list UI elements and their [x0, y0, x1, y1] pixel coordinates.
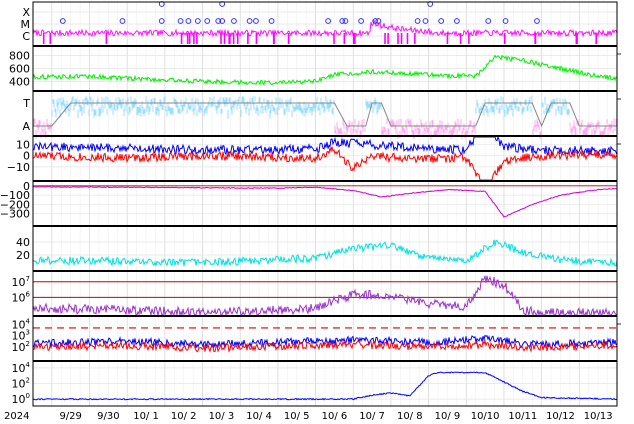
panel-xray-flare-class: XMC	[21, 1, 618, 47]
y-tick-label: −200	[0, 198, 30, 211]
series-line	[32, 338, 618, 353]
x-tick-label: 10/ 9	[435, 411, 461, 422]
y-tick-label: 0	[23, 180, 30, 193]
series-line	[32, 135, 618, 157]
y-tick-label: A	[22, 120, 30, 133]
series-line	[32, 371, 618, 401]
y-tick-label: −100	[0, 189, 30, 202]
x-tick-label: 10/ 5	[284, 411, 310, 422]
m-flare-marker	[502, 18, 509, 24]
x-tick-label: 10/ 7	[359, 411, 385, 422]
m-flare-marker	[158, 18, 165, 24]
m-flare-marker	[358, 18, 365, 24]
y-tick-label: 600	[9, 63, 30, 76]
series-line	[32, 146, 618, 181]
x-tick-label: 10/10	[471, 411, 500, 422]
m-flare-marker	[59, 18, 66, 24]
m-flare-marker	[119, 18, 126, 24]
y-tick-label: −300	[0, 208, 30, 221]
m-flare-marker	[534, 18, 540, 24]
y-tick-label: 107	[12, 275, 30, 289]
y-tick-label: 104	[12, 318, 31, 332]
m-flare-marker	[453, 18, 460, 24]
x-tick-label: 10/ 8	[397, 411, 423, 422]
grid	[51, 2, 608, 406]
y-tick-label: −10	[7, 161, 30, 174]
m-flare-marker	[194, 18, 201, 24]
m-flare-marker	[422, 18, 429, 24]
m-flare-marker	[325, 18, 332, 24]
x-tick-label: 10/ 1	[133, 411, 159, 422]
m-flare-marker	[438, 18, 445, 24]
y-tick-label: X	[22, 6, 30, 19]
y-tick-label: 10	[16, 139, 30, 152]
xray-flux-line	[32, 19, 618, 38]
series-line	[32, 185, 618, 218]
y-tick-label: 20	[16, 249, 30, 262]
x-tick-label: 10/12	[546, 411, 575, 422]
m-flare-marker	[215, 18, 222, 24]
y-tick-label: C	[22, 30, 30, 43]
x-axis: 2024 9/29 9/30 10/ 1 10/ 2 10/ 3 10/ 4 10/ 5 10/…	[4, 411, 613, 422]
m-flare-marker	[342, 18, 349, 24]
x-tick-label: 10/13	[584, 411, 613, 422]
m-flare-marker	[372, 18, 379, 24]
m-flare-marker	[414, 18, 421, 24]
x-tick-label: 10/ 3	[209, 411, 235, 422]
x-tick-label: 10/ 2	[171, 411, 197, 422]
m-flare-marker	[339, 18, 346, 24]
m-flare-marker	[219, 18, 226, 24]
m-flare-marker	[246, 18, 253, 24]
toward-sector-data	[51, 96, 570, 119]
x-tick-label: 10/ 4	[246, 411, 272, 422]
x-tick-label: 9/29	[59, 411, 81, 422]
y-tick-label: M	[21, 18, 31, 31]
m-flare-marker	[231, 18, 237, 24]
series-line	[32, 275, 618, 317]
series-line	[32, 239, 618, 268]
panel-dst-index: 0−100−200−300	[0, 180, 618, 227]
m-flare-marker	[268, 18, 275, 24]
y-tick-label: 102	[12, 340, 30, 354]
y-tick-label: 106	[12, 290, 31, 304]
y-tick-label: T	[22, 97, 30, 110]
y-tick-label: 104	[12, 361, 31, 375]
y-tick-label: 102	[12, 377, 30, 391]
y-tick-label: 800	[9, 50, 30, 63]
m-flare-marker	[185, 18, 192, 24]
series-line	[32, 54, 618, 86]
x-tick-label: 10/ 6	[322, 411, 348, 422]
m-flare-marker	[375, 18, 382, 24]
y-tick-label: 40	[16, 236, 30, 249]
y-tick-label: 100	[12, 392, 30, 406]
y-tick-label: 400	[9, 76, 30, 89]
m-flare-marker	[177, 18, 184, 24]
m-flare-marker	[204, 18, 211, 24]
year-label: 2024	[4, 411, 29, 422]
panel-imf-sector: TA	[22, 90, 621, 141]
sector-boundary-line	[33, 102, 617, 128]
m-flare-marker	[253, 18, 259, 24]
y-tick-label: 0	[23, 150, 30, 163]
m-flare-marker	[485, 18, 492, 24]
y-tick-label: 103	[12, 329, 30, 343]
x-tick-label: 10/11	[508, 411, 537, 422]
x-tick-label: 9/30	[97, 411, 119, 422]
